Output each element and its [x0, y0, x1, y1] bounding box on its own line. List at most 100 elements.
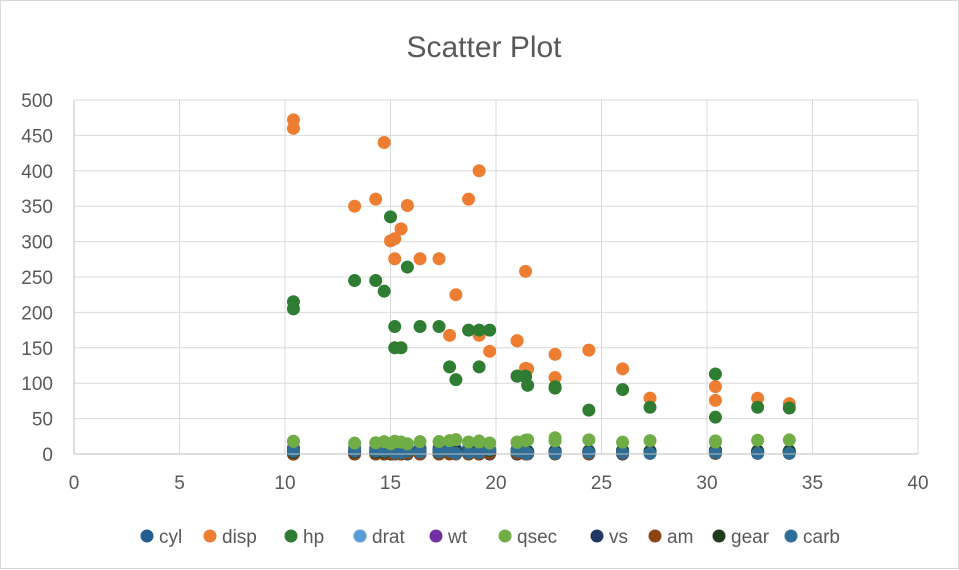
data-point-hp	[443, 360, 457, 374]
legend-label-gear: gear	[731, 527, 770, 548]
y-tick-label: 200	[21, 303, 53, 324]
legend-marker-gear	[712, 529, 726, 543]
data-point-carb	[548, 446, 562, 460]
data-point-hp	[582, 403, 596, 417]
data-point-disp	[643, 391, 657, 405]
data-point-qsec	[548, 431, 562, 445]
data-point-disp	[413, 252, 427, 266]
legend-marker-wt	[429, 529, 443, 543]
legend-label-wt: wt	[447, 527, 468, 548]
data-point-disp	[708, 393, 722, 407]
data-point-qsec	[483, 436, 497, 450]
data-point-carb	[582, 446, 596, 460]
legend-marker-am	[648, 529, 662, 543]
legend-marker-drat	[353, 529, 367, 543]
data-point-disp	[708, 380, 722, 394]
data-point-disp	[582, 343, 596, 357]
legend-label-drat: drat	[372, 527, 405, 548]
legend-marker-disp	[203, 529, 217, 543]
data-point-disp	[548, 347, 562, 361]
data-point-carb	[519, 446, 533, 460]
legend-marker-qsec	[498, 529, 512, 543]
data-point-hp	[388, 320, 402, 334]
x-tick-label: 15	[380, 473, 401, 494]
data-point-hp	[432, 320, 446, 334]
legend-marker-carb	[784, 529, 798, 543]
data-point-qsec	[519, 434, 533, 448]
data-point-disp	[432, 252, 446, 266]
data-point-qsec	[384, 437, 397, 451]
data-point-qsec	[782, 433, 796, 447]
data-point-disp	[400, 198, 414, 212]
data-point-qsec	[708, 435, 722, 449]
data-point-hp	[286, 295, 300, 309]
y-tick-label: 400	[21, 162, 53, 183]
data-point-carb	[708, 446, 722, 460]
grid	[74, 99, 919, 454]
y-tick-label: 500	[21, 91, 53, 112]
x-tick-label: 40	[907, 473, 928, 494]
data-point-hp	[708, 410, 722, 424]
legend: cyl disp hp drat wt qsec vs am gear carb	[140, 527, 840, 548]
data-points	[286, 113, 796, 461]
data-point-qsec	[643, 434, 657, 448]
data-point-hp	[369, 274, 383, 288]
legend-marker-cyl	[140, 529, 154, 543]
y-tick-label: 350	[21, 197, 53, 218]
data-point-disp	[388, 252, 402, 266]
x-tick-label: 10	[274, 473, 295, 494]
legend-label-carb: carb	[803, 527, 840, 548]
data-point-hp	[472, 360, 486, 374]
data-point-disp	[369, 192, 383, 206]
data-point-disp	[462, 192, 476, 206]
data-point-hp	[643, 400, 657, 414]
data-point-carb	[751, 446, 765, 460]
data-point-disp	[548, 371, 562, 385]
data-point-qsec	[443, 434, 457, 448]
data-point-hp	[413, 320, 427, 334]
data-point-disp	[443, 328, 457, 342]
data-point-disp	[483, 344, 497, 358]
x-tick-label: 20	[485, 473, 506, 494]
data-point-carb	[472, 446, 486, 460]
axes: 0 50 100 150 200 250 300 350 400 450 500 0 5 10 15 20 25…	[21, 91, 928, 494]
data-point-disp	[377, 135, 391, 149]
y-tick-label: 100	[21, 374, 53, 395]
data-point-qsec	[432, 435, 446, 449]
data-point-qsec	[472, 435, 486, 449]
data-point-hp	[616, 383, 630, 397]
data-point-hp	[400, 260, 414, 274]
data-point-hp	[388, 341, 402, 355]
legend-label-vs: vs	[609, 527, 628, 548]
data-point-hp	[483, 323, 497, 337]
x-tick-label: 0	[69, 473, 80, 494]
data-point-disp	[472, 164, 486, 178]
legend-marker-hp	[284, 529, 298, 543]
y-tick-label: 450	[21, 126, 53, 147]
data-point-qsec	[582, 433, 596, 447]
data-point-disp	[519, 264, 533, 278]
data-point-hp	[782, 401, 796, 415]
data-point-qsec	[751, 433, 765, 447]
legend-label-cyl: cyl	[159, 527, 182, 548]
legend-label-hp: hp	[303, 527, 324, 548]
data-point-disp	[384, 234, 397, 248]
x-tick-label: 25	[591, 473, 612, 494]
data-point-qsec	[413, 435, 427, 449]
y-tick-label: 0	[42, 445, 53, 466]
data-point-qsec	[348, 436, 362, 450]
data-point-qsec	[616, 435, 630, 449]
data-point-carb	[643, 446, 657, 460]
chart-title: Scatter Plot	[406, 31, 562, 64]
data-point-disp	[348, 199, 362, 213]
y-tick-label: 50	[32, 410, 53, 431]
data-point-disp	[510, 334, 524, 348]
y-tick-label: 150	[21, 339, 53, 360]
data-point-carb	[413, 445, 427, 459]
data-point-qsec	[400, 437, 414, 451]
data-point-disp	[449, 288, 463, 302]
legend-label-qsec: qsec	[517, 527, 557, 548]
x-tick-label: 30	[696, 473, 717, 494]
legend-label-disp: disp	[222, 527, 257, 548]
